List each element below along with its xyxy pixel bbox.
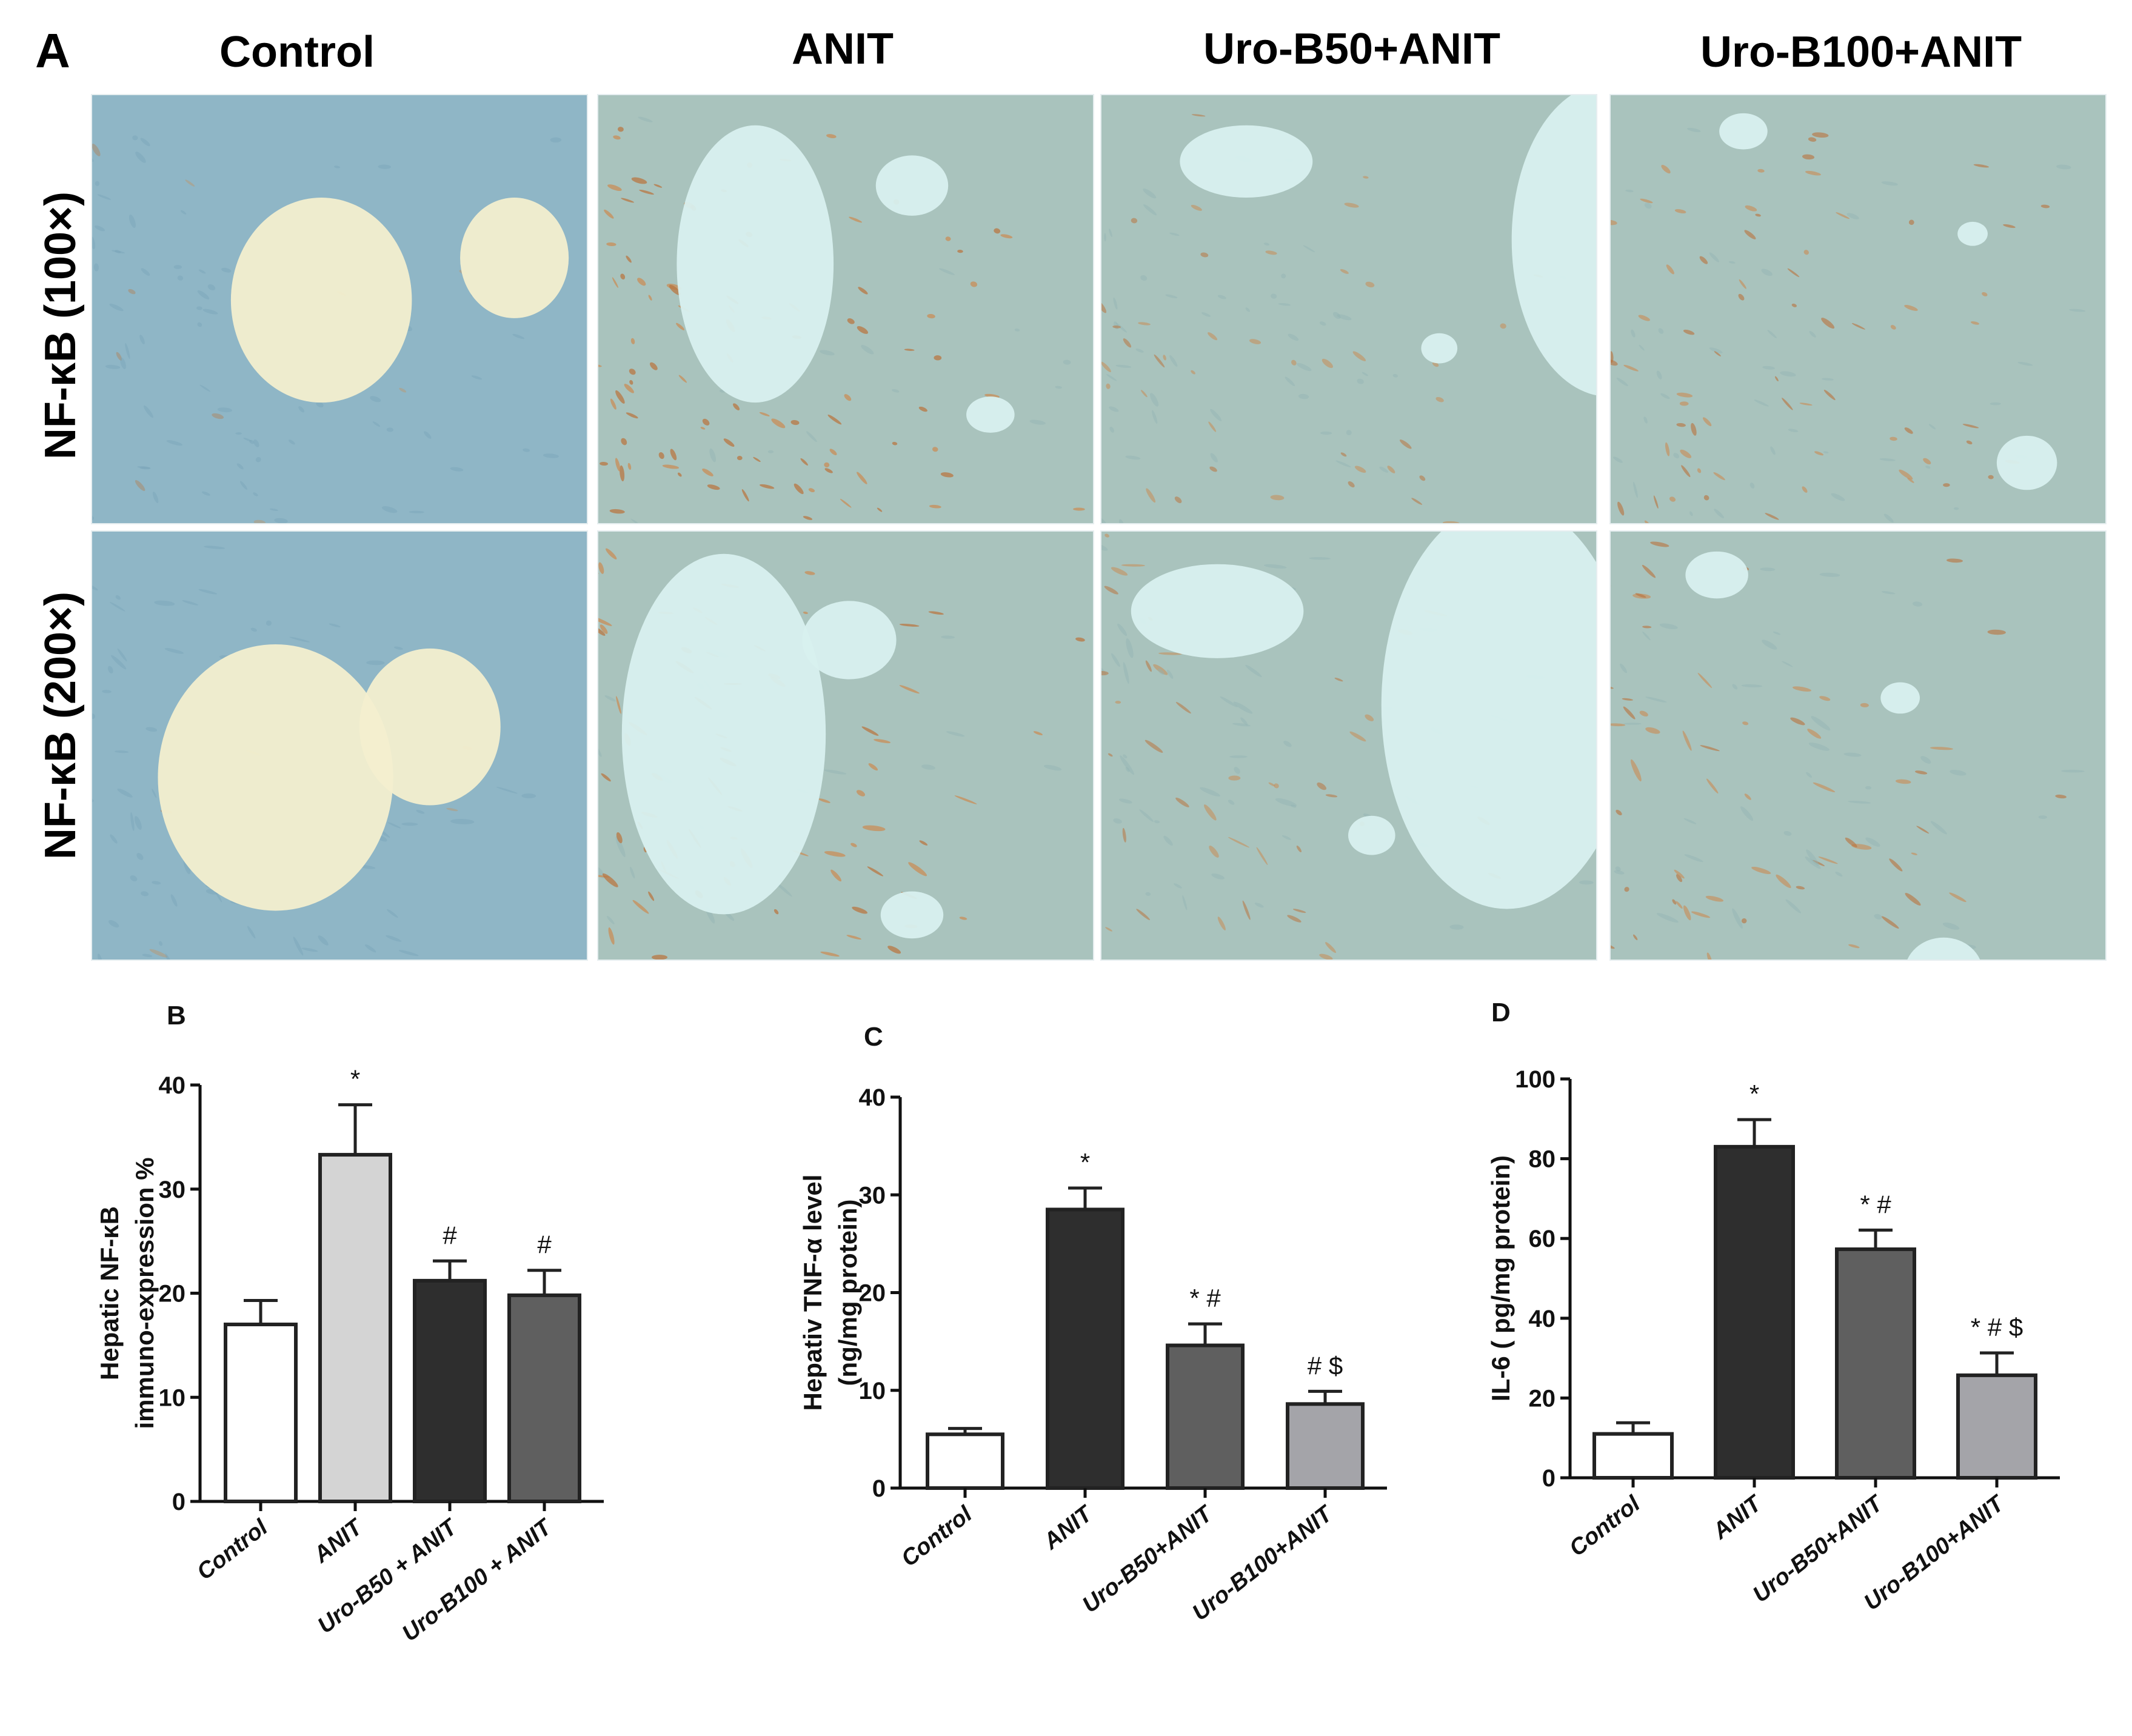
y-tick-label: 0 [1542, 1465, 1556, 1492]
y-tick-label: 10 [859, 1378, 886, 1404]
panel-letter-d: D [1491, 998, 1511, 1027]
micrograph-control-200x [91, 530, 588, 961]
bar-3 [1166, 1343, 1245, 1491]
category-label: ANIT [1038, 1500, 1098, 1555]
y-tick-label: 30 [859, 1182, 886, 1209]
y-axis-label: IL-6 ( pg/mg protein) [1486, 1155, 1515, 1401]
y-tick-label: 30 [159, 1177, 186, 1203]
micrograph-control-100x [91, 94, 588, 524]
y-tick-label: 20 [159, 1281, 186, 1307]
micrograph-anit-100x [597, 94, 1094, 524]
bar-2 [318, 1153, 392, 1503]
category-label: ANIT [309, 1514, 369, 1568]
chart-c-tnf-alpha: C Hepativ TNF-α level (ng/mg protein) 0 10 20… [798, 1022, 1387, 1626]
row-header-100x: NF-κB (100×) [36, 191, 85, 460]
y-tick-label: 40 [159, 1072, 186, 1099]
significance-label: * # [1189, 1284, 1221, 1312]
y-axis-label-line2: (ng/mg protein) [834, 1200, 862, 1386]
micrograph-uro-b50-100x [1100, 94, 1597, 524]
y-tick-label: 0 [172, 1489, 185, 1515]
significance-label: # [537, 1230, 552, 1259]
bar-2 [1714, 1144, 1795, 1480]
y-tick-label: 20 [1529, 1385, 1556, 1412]
category-label: ANIT [1708, 1490, 1768, 1544]
bar-4 [507, 1293, 581, 1503]
significance-label: * [350, 1065, 360, 1093]
bar-4 [1286, 1402, 1365, 1491]
significance-label: # $ [1308, 1351, 1343, 1380]
y-axis-label-line2: immuno-expression % [130, 1157, 159, 1429]
column-header-uro-b100: Uro-B100+ANIT [1700, 28, 2022, 76]
y-axis-label: Hepatic NF-κB [95, 1206, 124, 1380]
category-label: Control [897, 1501, 977, 1572]
significance-label: # [443, 1221, 457, 1249]
bar-1 [1592, 1432, 1674, 1480]
y-tick-label: 0 [872, 1475, 886, 1502]
column-header-control: Control [219, 28, 375, 76]
bar-2 [1046, 1207, 1124, 1490]
significance-label: * [1749, 1080, 1759, 1108]
micrograph-anit-200x [597, 530, 1094, 961]
panel-letter-c: C [864, 1022, 883, 1052]
y-tick-label: 40 [859, 1084, 886, 1111]
category-label: Control [1565, 1491, 1645, 1561]
column-header-uro-b50: Uro-B50+ANIT [1203, 25, 1501, 73]
bar-1 [224, 1323, 298, 1504]
bar-3 [413, 1278, 487, 1503]
y-tick-label: 100 [1515, 1066, 1556, 1093]
panel-letter-b: B [167, 1001, 186, 1030]
significance-label: * [1080, 1148, 1090, 1177]
bar-4 [1956, 1373, 2037, 1480]
category-label: Control [192, 1514, 273, 1585]
bar-3 [1835, 1247, 1916, 1480]
y-tick-label: 80 [1529, 1146, 1556, 1173]
column-header-anit: ANIT [792, 25, 894, 73]
y-tick-label: 40 [1529, 1306, 1556, 1332]
micrograph-uro-b100-200x [1609, 530, 2107, 961]
chart-d-il6: D IL-6 ( pg/mg protein) 0 20 40 60 80 100 Contro… [1486, 998, 2060, 1615]
significance-label: * # [1860, 1190, 1891, 1218]
bar-1 [926, 1432, 1004, 1490]
row-header-200x: NF-κB (200×) [36, 591, 85, 860]
micrograph-uro-b50-200x [1100, 530, 1597, 961]
y-tick-label: 60 [1529, 1226, 1556, 1252]
chart-b-nfkb: B Hepatic NF-κB immuno-expression % 0 10 20 30… [95, 1001, 604, 1646]
micrograph-uro-b100-100x [1609, 94, 2107, 524]
y-tick-label: 10 [159, 1384, 186, 1411]
y-tick-label: 20 [859, 1280, 886, 1307]
y-axis-label: Hepativ TNF-α level [798, 1175, 827, 1411]
significance-label: * # $ [1971, 1313, 2023, 1341]
panel-letter-a: A [35, 24, 70, 78]
